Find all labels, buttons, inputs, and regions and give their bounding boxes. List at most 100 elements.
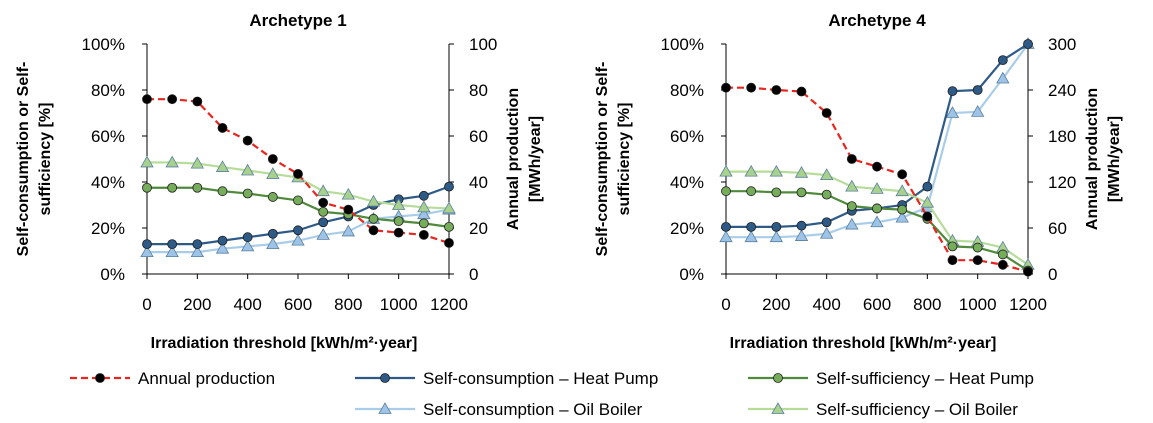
data-point <box>341 187 356 200</box>
legend: Annual production Self-consumption – Heat… <box>70 369 1034 419</box>
x-tick-label: 800 <box>913 295 941 314</box>
x-tick-label: 400 <box>812 295 840 314</box>
data-point <box>996 71 1010 84</box>
data-point <box>945 106 960 118</box>
data-point <box>769 230 784 243</box>
y-right-tick-label: 180 <box>1048 127 1076 146</box>
data-point <box>846 154 857 164</box>
data-point <box>719 164 733 177</box>
data-point <box>142 239 152 250</box>
legend-label: Self-sufficiency – Oil Boiler <box>816 400 1018 419</box>
data-point <box>947 86 958 97</box>
y-left-tick-label: 80% <box>91 81 125 100</box>
data-point <box>970 105 985 117</box>
data-point <box>771 187 782 198</box>
data-point <box>267 192 278 202</box>
data-point <box>444 221 454 232</box>
data-point <box>291 233 305 246</box>
data-point <box>846 201 857 212</box>
data-point <box>897 169 908 180</box>
data-point <box>997 55 1008 65</box>
y-right-axis-label-line2: [MWh/year] <box>527 116 544 202</box>
data-point <box>217 186 228 197</box>
data-point <box>872 161 882 172</box>
data-point <box>821 217 832 228</box>
data-point <box>215 160 230 172</box>
data-point <box>140 245 154 258</box>
x-tick-label: 0 <box>721 295 730 314</box>
data-point <box>318 206 329 217</box>
data-point <box>922 181 933 192</box>
data-point <box>215 241 230 254</box>
data-point <box>721 186 731 197</box>
data-point <box>744 230 758 243</box>
data-point <box>821 189 832 200</box>
data-point <box>217 235 228 246</box>
data-point <box>418 229 429 240</box>
legend-item: Annual production <box>70 369 275 388</box>
data-point <box>947 255 958 266</box>
data-point <box>142 182 152 193</box>
y-left-tick-label: 80% <box>670 81 704 100</box>
data-point <box>796 220 807 231</box>
series-self-sufficiency-heat-pump <box>142 182 454 232</box>
data-point <box>821 108 832 118</box>
y-right-axis-label-line1: Annual production <box>505 88 522 230</box>
data-point <box>1023 266 1033 277</box>
y-right-tick-label: 80 <box>469 81 488 100</box>
legend-item: Self-consumption – Heat Pump <box>355 369 658 388</box>
data-point <box>316 228 330 240</box>
data-point <box>746 186 757 197</box>
y-right-tick-label: 60 <box>1048 219 1067 238</box>
x-tick-label: 200 <box>183 295 211 314</box>
y-left-axis-label-line2: sufficiency [%] <box>37 103 54 216</box>
series-line <box>726 190 1029 272</box>
data-point <box>366 194 381 207</box>
data-point <box>771 85 782 95</box>
data-point <box>343 204 354 215</box>
data-point <box>418 218 429 229</box>
y-right-axis-label-line2: [MWh/year] <box>1106 116 1123 202</box>
data-point <box>167 94 178 105</box>
series-self-consumption-heat-pump <box>721 39 1033 232</box>
y-left-tick-label: 60% <box>91 127 125 146</box>
data-point <box>819 226 834 239</box>
data-point <box>796 86 807 97</box>
data-point <box>769 164 784 177</box>
x-tick-label: 400 <box>233 295 261 314</box>
data-point <box>242 135 253 146</box>
data-point <box>217 123 228 133</box>
data-point <box>318 217 329 228</box>
data-point <box>746 82 757 93</box>
data-point <box>997 249 1008 260</box>
x-tick-label: 200 <box>762 295 790 314</box>
data-point <box>393 216 404 227</box>
data-point <box>895 184 909 197</box>
data-point <box>972 85 983 95</box>
data-point <box>794 229 809 241</box>
data-point <box>922 211 933 222</box>
data-point <box>744 164 758 177</box>
data-point <box>895 210 909 223</box>
data-point <box>368 213 379 224</box>
data-point <box>444 181 454 192</box>
data-point <box>266 167 280 179</box>
x-tick-label: 800 <box>334 295 362 314</box>
data-point <box>391 198 406 210</box>
chart-2: Archetype 40 200 400 600 800 1000 12000%20%40%… <box>594 11 1123 352</box>
data-point <box>845 217 859 230</box>
data-point <box>165 245 179 258</box>
data-point <box>192 96 203 107</box>
data-point <box>746 221 757 232</box>
x-tick-label: 1200 <box>1009 295 1047 314</box>
y-right-tick-label: 100 <box>469 35 497 54</box>
y-right-tick-label: 120 <box>1048 173 1076 192</box>
data-point <box>341 224 356 237</box>
x-tick-label: 1000 <box>380 295 418 314</box>
data-point <box>242 188 253 199</box>
data-point <box>947 241 958 252</box>
data-point <box>190 245 205 258</box>
data-point <box>240 239 255 252</box>
data-point <box>870 215 884 228</box>
